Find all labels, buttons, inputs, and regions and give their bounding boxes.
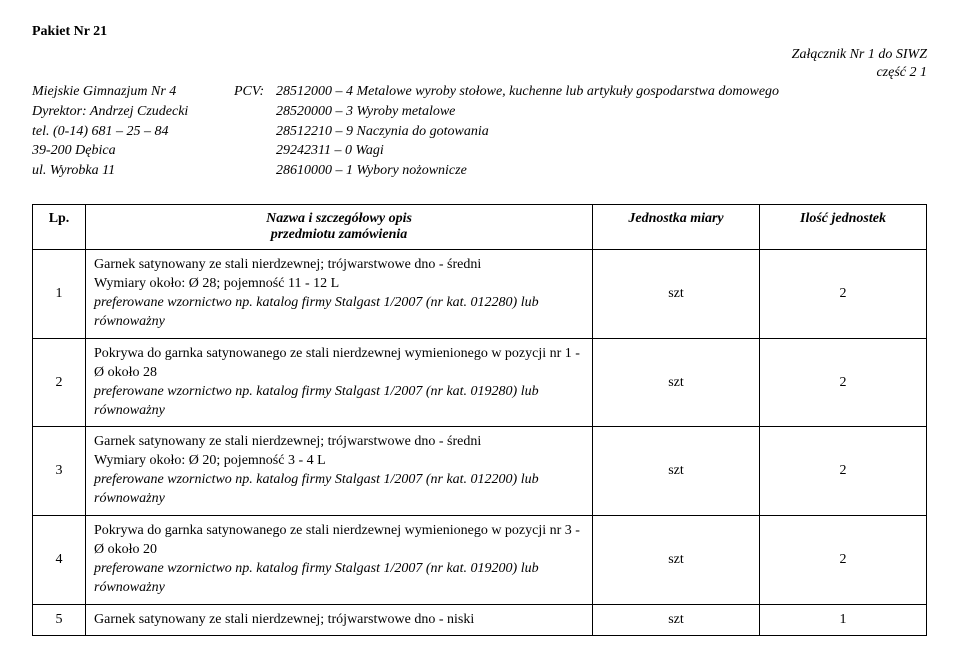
cell-qty: 2 — [760, 427, 927, 516]
cell-unit: szt — [593, 338, 760, 427]
table-header-row: Lp. Nazwa i szczegółowy opis przedmiotu … — [33, 205, 927, 250]
row-l3: preferowane wzornictwo np. katalog firmy… — [94, 561, 539, 595]
cell-name: Garnek satynowany ze stali nierdzewnej; … — [86, 604, 593, 636]
cell-lp: 1 — [33, 250, 86, 339]
cell-unit: szt — [593, 250, 760, 339]
org-line: Miejskie Gimnazjum Nr 4 — [32, 82, 222, 102]
th-name-l2: przedmiotu zamówienia — [271, 227, 408, 242]
pcv-line: 28512000 – 4 Metalowe wyroby stołowe, ku… — [276, 82, 779, 102]
table-row: 4 Pokrywa do garnka satynowanego ze stal… — [33, 516, 927, 605]
attach-line1: Załącznik Nr 1 do SIWZ — [32, 46, 927, 64]
row-l1: Garnek satynowany ze stali nierdzewnej; … — [94, 257, 481, 272]
org-line: 39-200 Dębica — [32, 141, 222, 161]
table-row: 3 Garnek satynowany ze stali nierdzewnej… — [33, 427, 927, 516]
org-block: Miejskie Gimnazjum Nr 4 Dyrektor: Andrze… — [32, 82, 222, 180]
row-l3: preferowane wzornictwo np. katalog firmy… — [94, 472, 539, 506]
cell-lp: 3 — [33, 427, 86, 516]
cell-unit: szt — [593, 516, 760, 605]
cell-qty: 2 — [760, 516, 927, 605]
pcv-line: 28610000 – 1 Wybory nożownicze — [276, 161, 467, 181]
th-name: Nazwa i szczegółowy opis przedmiotu zamó… — [86, 205, 593, 250]
cell-lp: 5 — [33, 604, 86, 636]
pcv-block: PCV: 28512000 – 4 Metalowe wyroby stołow… — [234, 82, 927, 180]
cell-qty: 2 — [760, 250, 927, 339]
cell-qty: 2 — [760, 338, 927, 427]
row-l3: preferowane wzornictwo np. katalog firmy… — [94, 384, 539, 418]
attachment-block: Załącznik Nr 1 do SIWZ część 2 1 — [32, 46, 927, 82]
cell-lp: 2 — [33, 338, 86, 427]
row-l2: Wymiary około: Ø 28; pojemność 11 - 12 L — [94, 276, 339, 291]
header-columns: Miejskie Gimnazjum Nr 4 Dyrektor: Andrze… — [32, 82, 927, 180]
th-unit: Jednostka miary — [593, 205, 760, 250]
items-table: Lp. Nazwa i szczegółowy opis przedmiotu … — [32, 204, 927, 636]
pcv-line: 28512210 – 9 Naczynia do gotowania — [276, 122, 489, 142]
row-l1: Garnek satynowany ze stali nierdzewnej; … — [94, 612, 474, 627]
attach-line2: część 2 1 — [32, 64, 927, 82]
cell-name: Pokrywa do garnka satynowanego ze stali … — [86, 338, 593, 427]
pcv-line: 28520000 – 3 Wyroby metalowe — [276, 102, 455, 122]
pcv-line: 29242311 – 0 Wagi — [276, 141, 384, 161]
row-l3: preferowane wzornictwo np. katalog firmy… — [94, 295, 539, 329]
cell-unit: szt — [593, 427, 760, 516]
cell-name: Pokrywa do garnka satynowanego ze stali … — [86, 516, 593, 605]
row-l2: Wymiary około: Ø 20; pojemność 3 - 4 L — [94, 453, 326, 468]
th-name-l1: Nazwa i szczegółowy opis — [266, 211, 412, 226]
cell-unit: szt — [593, 604, 760, 636]
org-line: Dyrektor: Andrzej Czudecki — [32, 102, 222, 122]
org-line: ul. Wyrobka 11 — [32, 161, 222, 181]
row-l1: Garnek satynowany ze stali nierdzewnej; … — [94, 434, 481, 449]
cell-lp: 4 — [33, 516, 86, 605]
table-row: 5 Garnek satynowany ze stali nierdzewnej… — [33, 604, 927, 636]
table-row: 2 Pokrywa do garnka satynowanego ze stal… — [33, 338, 927, 427]
cell-name: Garnek satynowany ze stali nierdzewnej; … — [86, 250, 593, 339]
cell-qty: 1 — [760, 604, 927, 636]
org-line: tel. (0-14) 681 – 25 – 84 — [32, 122, 222, 142]
table-row: 1 Garnek satynowany ze stali nierdzewnej… — [33, 250, 927, 339]
th-lp: Lp. — [33, 205, 86, 250]
pakiet-title: Pakiet Nr 21 — [32, 24, 927, 40]
row-l1: Pokrywa do garnka satynowanego ze stali … — [94, 346, 580, 380]
pcv-label: PCV: — [234, 82, 276, 102]
row-l1: Pokrywa do garnka satynowanego ze stali … — [94, 523, 580, 557]
th-qty: Ilość jednostek — [760, 205, 927, 250]
cell-name: Garnek satynowany ze stali nierdzewnej; … — [86, 427, 593, 516]
